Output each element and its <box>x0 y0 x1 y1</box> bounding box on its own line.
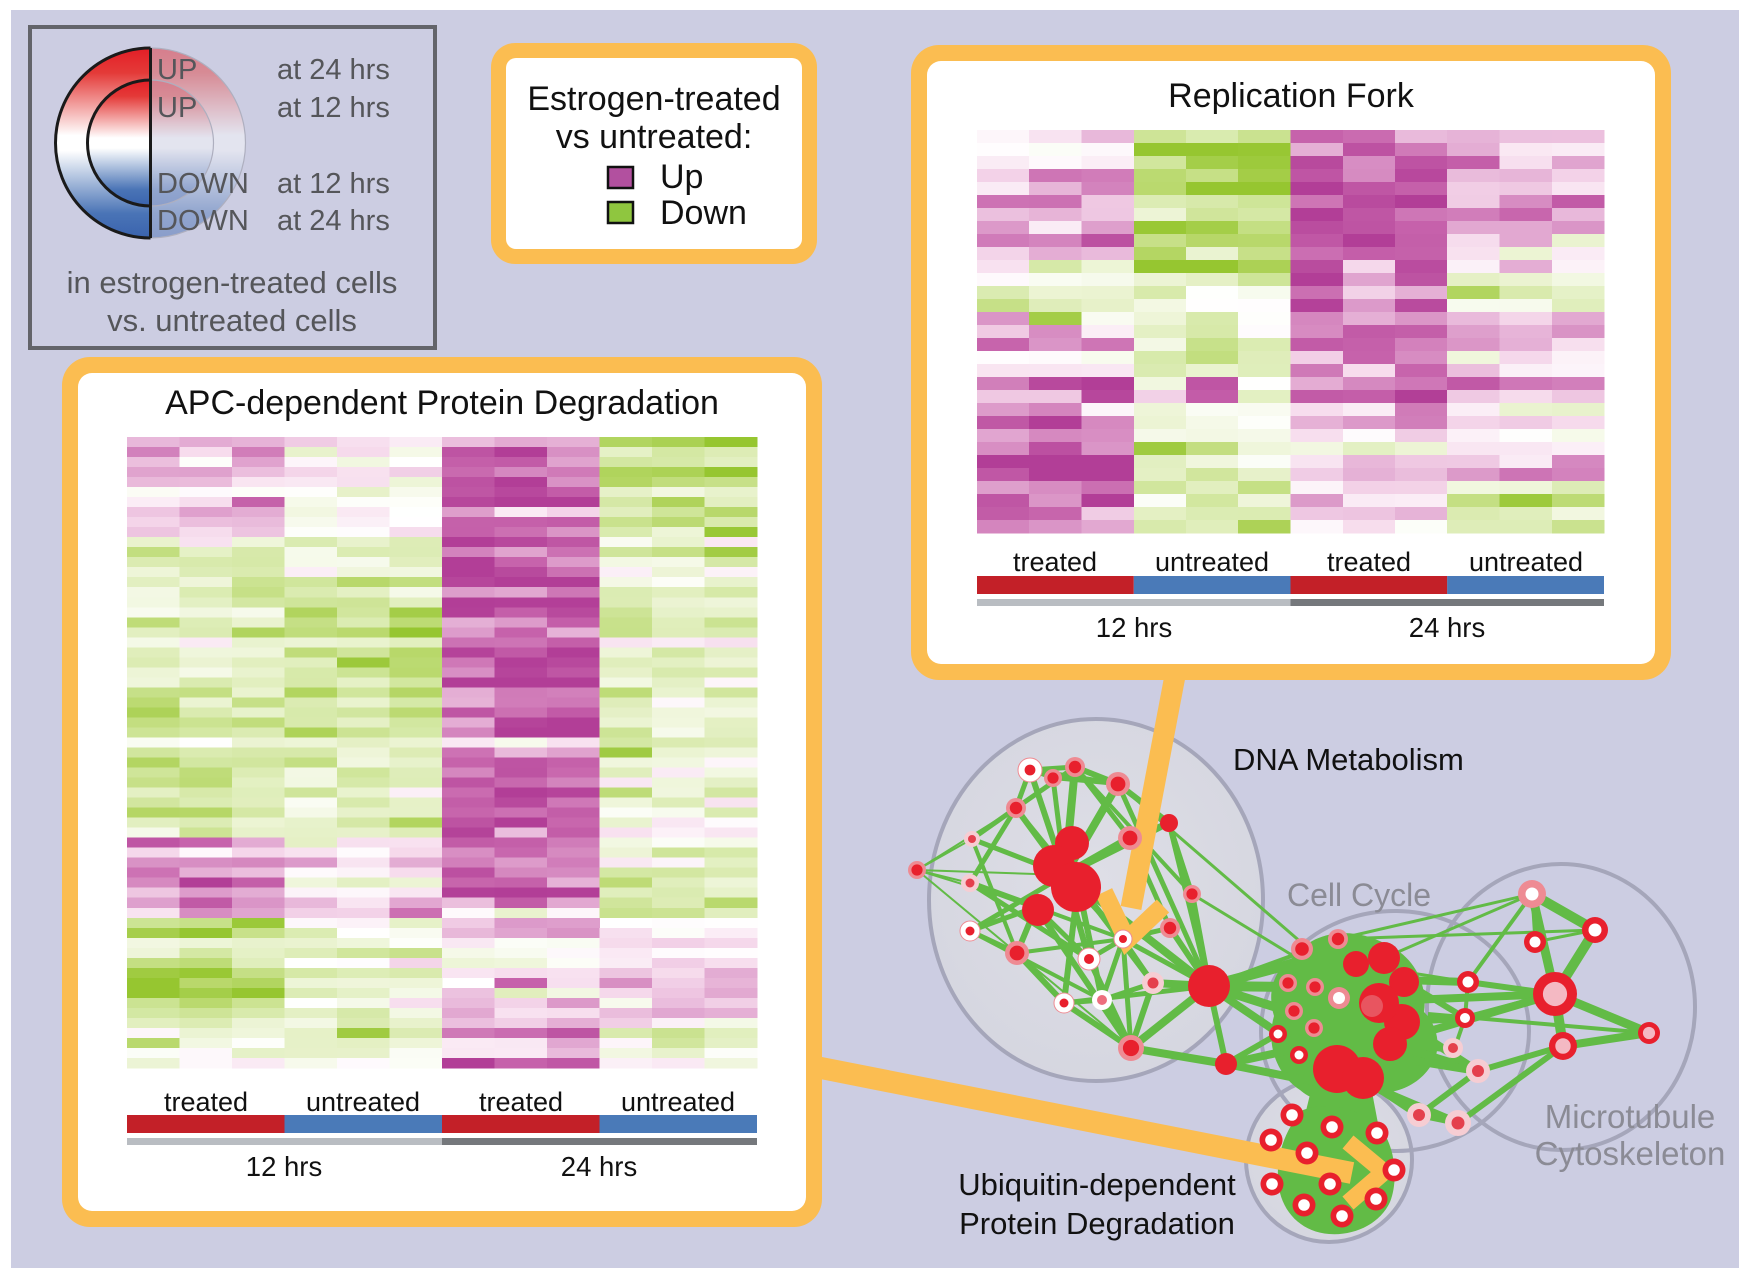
svg-text:Estrogen-treated: Estrogen-treated <box>527 80 780 118</box>
svg-text:24 hrs: 24 hrs <box>1409 612 1485 643</box>
svg-text:12 hrs: 12 hrs <box>246 1151 322 1182</box>
svg-text:APC-dependent Protein Degradat: APC-dependent Protein Degradation <box>165 384 719 422</box>
svg-text:DOWN: DOWN <box>157 168 249 200</box>
svg-text:at 12 hrs: at 12 hrs <box>277 92 390 124</box>
svg-text:vs. untreated cells: vs. untreated cells <box>107 303 357 338</box>
svg-text:treated: treated <box>164 1087 248 1117</box>
svg-text:untreated: untreated <box>1155 547 1269 577</box>
svg-text:UP: UP <box>157 54 197 86</box>
svg-text:24 hrs: 24 hrs <box>561 1151 637 1182</box>
svg-text:untreated: untreated <box>306 1087 420 1117</box>
svg-text:Up: Up <box>660 158 703 196</box>
svg-text:at 24 hrs: at 24 hrs <box>277 205 390 237</box>
svg-text:Microtubule: Microtubule <box>1545 1098 1716 1135</box>
svg-text:Down: Down <box>660 194 747 232</box>
svg-text:12 hrs: 12 hrs <box>1096 612 1172 643</box>
svg-text:DNA Metabolism: DNA Metabolism <box>1233 742 1464 777</box>
svg-text:DOWN: DOWN <box>157 205 249 237</box>
svg-text:Protein Degradation: Protein Degradation <box>959 1206 1235 1241</box>
svg-text:treated: treated <box>1013 547 1097 577</box>
svg-text:untreated: untreated <box>1469 547 1583 577</box>
svg-text:UP: UP <box>157 92 197 124</box>
svg-text:in estrogen-treated cells: in estrogen-treated cells <box>67 265 398 300</box>
svg-text:at 24 hrs: at 24 hrs <box>277 54 390 86</box>
svg-text:vs untreated:: vs untreated: <box>556 118 753 156</box>
svg-text:Cell Cycle: Cell Cycle <box>1287 877 1431 913</box>
svg-text:Ubiquitin-dependent: Ubiquitin-dependent <box>958 1167 1236 1202</box>
svg-text:Cytoskeleton: Cytoskeleton <box>1535 1135 1726 1172</box>
svg-text:Replication Fork: Replication Fork <box>1168 77 1415 115</box>
svg-text:untreated: untreated <box>621 1087 735 1117</box>
svg-text:treated: treated <box>1327 547 1411 577</box>
svg-text:at 12 hrs: at 12 hrs <box>277 168 390 200</box>
svg-text:treated: treated <box>479 1087 563 1117</box>
